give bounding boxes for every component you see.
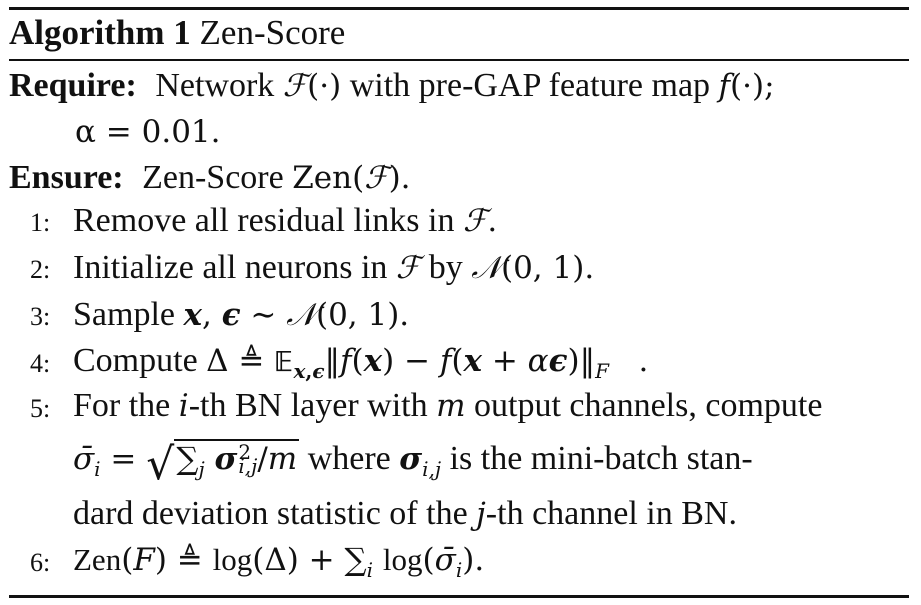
require-text: Network (155, 67, 275, 104)
step-text: -th BN layer with (188, 387, 428, 424)
header-rule (9, 59, 909, 61)
require-line-2: α = 0.01. (75, 112, 221, 152)
math-sigma-bar: σ̄i = √∑j σ 2 i,j/m (73, 439, 300, 490)
step-number: 6: (30, 548, 51, 577)
math-zen-score: Zen(F) ≜ log(Δ) + ∑i log(σ̄i). (73, 542, 485, 582)
math-alpha: α = 0.01. (75, 114, 221, 150)
math-sigma-ij: σi,j (399, 441, 442, 481)
ensure-line: Ensure: Zen-Score Zen(ℱ). (9, 158, 411, 198)
step-text: output channels, compute (474, 387, 823, 424)
step-text: -th channel in BN. (485, 495, 737, 532)
step-text: Sample (73, 296, 175, 333)
math-m: m (436, 388, 466, 424)
step-3: Sample x, ϵ ∼ 𝒩(0, 1). (73, 295, 409, 335)
bottom-rule (9, 595, 909, 598)
step-6: Zen(F) ≜ log(Δ) + ∑i log(σ̄i). (73, 540, 484, 590)
step-number: 4: (30, 349, 51, 378)
step-text: Remove all residual links in (73, 202, 455, 239)
math-feature-map: f(·); (718, 68, 775, 104)
step-number: 2: (30, 255, 51, 284)
math-network: ℱ. (463, 203, 498, 239)
step-5-line-2: σ̄i = √∑j σ 2 i,j/m where σi,j is the mini… (73, 439, 753, 489)
math-delta: Δ ≜ 𝔼x,ϵ‖f(x) − f(x + αϵ)‖F . (206, 343, 649, 383)
require-text-2: with pre-GAP feature map (349, 67, 711, 104)
step-number: 3: (30, 302, 51, 331)
ensure-text: Zen-Score (142, 159, 284, 196)
math-i: i (178, 388, 189, 424)
math-j: j (476, 496, 486, 532)
step-text: For the (73, 387, 171, 424)
math-sample: x, ϵ ∼ 𝒩(0, 1). (183, 297, 410, 333)
step-2: Initialize all neurons in ℱ by 𝒩(0, 1). (73, 248, 594, 288)
step-text: Initialize all neurons in (73, 249, 388, 286)
step-text: by (428, 249, 463, 286)
math-network: ℱ(·) (282, 68, 342, 104)
step-text: is the mini-batch stan- (449, 440, 753, 477)
step-4: Compute Δ ≜ 𝔼x,ϵ‖f(x) − f(x + αϵ)‖F . (73, 341, 648, 391)
require-line: Require: Network ℱ(·) with pre-GAP featu… (9, 66, 775, 106)
step-5: For the i-th BN layer with m output chan… (73, 386, 822, 426)
step-5-line-3: dard deviation statistic of the j-th cha… (73, 494, 737, 534)
step-number: 1: (30, 208, 51, 237)
step-text: dard deviation statistic of the (73, 495, 468, 532)
algorithm-title: Algorithm 1 Zen-Score (9, 13, 345, 53)
math-normal: 𝒩(0, 1). (471, 250, 595, 286)
math-network: ℱ (395, 250, 421, 286)
top-rule (9, 7, 909, 10)
step-text: Compute (73, 342, 198, 379)
require-keyword: Require: (9, 67, 137, 104)
algorithm-label: Algorithm 1 (9, 13, 191, 52)
algorithm-name: Zen-Score (199, 13, 346, 52)
step-number: 5: (30, 394, 51, 423)
step-text: where (307, 440, 391, 477)
step-1: Remove all residual links in ℱ. (73, 201, 497, 241)
ensure-keyword: Ensure: (9, 159, 124, 196)
math-zen: Zen(ℱ). (292, 160, 411, 196)
